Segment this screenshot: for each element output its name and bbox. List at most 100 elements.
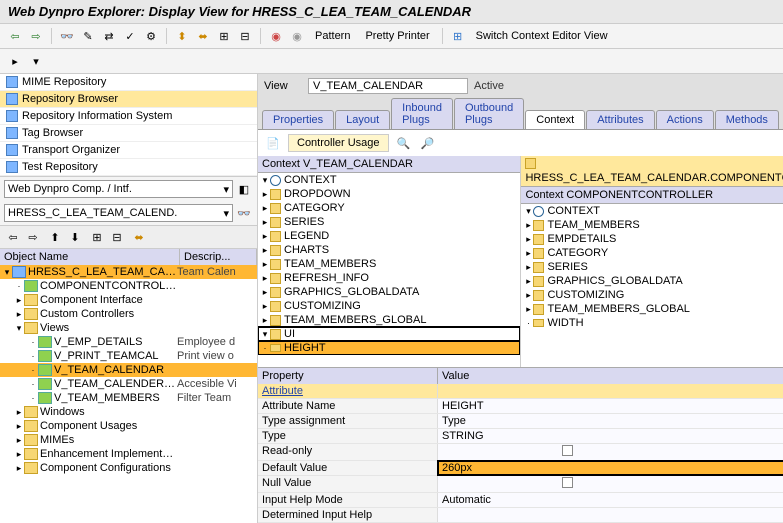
tree-row[interactable]: ·COMPONENTCONTROLLER	[0, 279, 257, 293]
tools-icon[interactable]: ⚙	[142, 27, 160, 45]
hier2-icon[interactable]: ⬌	[194, 27, 212, 45]
expand-icon[interactable]: ·	[260, 341, 270, 355]
expand-icon[interactable]: ▸	[14, 421, 24, 432]
tree-row[interactable]: ▾Views	[0, 321, 257, 335]
forward-icon[interactable]: ⇨	[27, 27, 45, 45]
context-node[interactable]: ▸CHARTS	[258, 243, 520, 257]
expand-icon[interactable]: ▸	[523, 288, 533, 302]
trace-icon[interactable]: ⊟	[236, 27, 254, 45]
expand-icon[interactable]: ▾	[523, 204, 533, 218]
context-node[interactable]: ·HEIGHT	[258, 341, 520, 355]
component-type-dropdown[interactable]: Web Dynpro Comp. / Intf.▾	[4, 180, 233, 198]
context-node[interactable]: ▾CONTEXT	[521, 204, 783, 218]
expand-icon[interactable]: ·	[14, 281, 24, 291]
checkbox[interactable]	[562, 477, 573, 488]
tab-outbound-plugs[interactable]: Outbound Plugs	[454, 98, 524, 129]
tree-row[interactable]: ·V_TEAM_MEMBERSFilter Team	[0, 391, 257, 405]
tree-row[interactable]: ·V_PRINT_TEAMCALPrint view o	[0, 349, 257, 363]
expand-icon[interactable]: ▸	[260, 271, 270, 285]
tree-row[interactable]: ▸Component Interface	[0, 293, 257, 307]
tree-row[interactable]: ▾HRESS_C_LEA_TEAM_CALENDARTeam Calen	[0, 265, 257, 279]
glasses2-icon[interactable]: 👓	[235, 204, 253, 222]
combo-btn-icon[interactable]: ◧	[235, 180, 253, 198]
expand-icon[interactable]: ▸	[14, 449, 24, 460]
tab-actions[interactable]: Actions	[656, 110, 714, 129]
expand-icon[interactable]: ▾	[260, 327, 270, 341]
expand-icon[interactable]: ·	[28, 337, 38, 347]
repo-link[interactable]: Tag Browser	[0, 125, 257, 142]
context-node[interactable]: ▸EMPDETAILS	[521, 232, 783, 246]
expand-icon[interactable]: ▸	[14, 435, 24, 446]
expand-icon[interactable]: ▸	[260, 285, 270, 299]
switch-icon[interactable]: ⊞	[449, 27, 467, 45]
expand-icon[interactable]: ▸	[260, 243, 270, 257]
expand-icon[interactable]: ▸	[523, 218, 533, 232]
context-node[interactable]: ▸CATEGORY	[258, 201, 520, 215]
expand-icon[interactable]: ▸	[523, 302, 533, 316]
context-node[interactable]: ▸TEAM_MEMBERS_GLOBAL	[258, 313, 520, 327]
tree-row[interactable]: ▸Enhancement Implementations	[0, 447, 257, 461]
context-node[interactable]: ▸TEAM_MEMBERS_GLOBAL	[521, 302, 783, 316]
expand-icon[interactable]: ▾	[260, 173, 270, 187]
glasses-icon[interactable]: 👓	[58, 27, 76, 45]
tree-row[interactable]: ▸MIMEs	[0, 433, 257, 447]
pretty-printer-button[interactable]: Pretty Printer	[359, 28, 435, 44]
expand-icon[interactable]: ▸	[260, 201, 270, 215]
expand-icon[interactable]: ▸	[523, 274, 533, 288]
checkbox[interactable]	[562, 445, 573, 456]
expand-icon[interactable]: ▸	[523, 246, 533, 260]
pencil-icon[interactable]: ✎	[79, 27, 97, 45]
expand-icon[interactable]: ▸	[14, 463, 24, 474]
context-node[interactable]: ▸SERIES	[258, 215, 520, 229]
mt-tree-icon[interactable]: ⬌	[130, 228, 148, 246]
context-node[interactable]: ▸GRAPHICS_GLOBALDATA	[258, 285, 520, 299]
mt-disp2-icon[interactable]: ⊟	[108, 228, 126, 246]
find2-icon[interactable]: 🔎	[419, 134, 437, 152]
where-icon[interactable]: ⊞	[215, 27, 233, 45]
context-node[interactable]: ▸CUSTOMIZING	[258, 299, 520, 313]
context-node[interactable]: ▾UI	[258, 327, 520, 341]
mt-back-icon[interactable]: ⇦	[4, 228, 22, 246]
context-node[interactable]: ▸TEAM_MEMBERS	[258, 257, 520, 271]
tab-layout[interactable]: Layout	[335, 110, 390, 129]
tree-row[interactable]: ·V_TEAM_CALENDAR	[0, 363, 257, 377]
expand-icon[interactable]: ·	[523, 316, 533, 330]
expand-icon[interactable]: ▸	[523, 260, 533, 274]
context-node[interactable]: ▸TEAM_MEMBERS	[521, 218, 783, 232]
controller-usage-button[interactable]: Controller Usage	[288, 134, 389, 152]
expand-icon[interactable]: ·	[28, 365, 38, 375]
tree-row[interactable]: ▸Custom Controllers	[0, 307, 257, 321]
context-node[interactable]: ▸GRAPHICS_GLOBALDATA	[521, 274, 783, 288]
expand-icon[interactable]: ·	[28, 393, 38, 403]
context-node[interactable]: ▸CATEGORY	[521, 246, 783, 260]
context-node[interactable]: ▸SERIES	[521, 260, 783, 274]
switch-editor-button[interactable]: Switch Context Editor View	[470, 28, 614, 44]
expand-icon[interactable]: ▸	[14, 295, 24, 306]
repo-link[interactable]: Test Repository	[0, 159, 257, 176]
expand-icon[interactable]: ▸	[260, 257, 270, 271]
context-node[interactable]: ▸DROPDOWN	[258, 187, 520, 201]
tab-methods[interactable]: Methods	[715, 110, 779, 129]
tree-row[interactable]: ▸Component Configurations	[0, 461, 257, 475]
tab-attributes[interactable]: Attributes	[586, 110, 654, 129]
tree-row[interactable]: ▸Component Usages	[0, 419, 257, 433]
tab-inbound-plugs[interactable]: Inbound Plugs	[391, 98, 453, 129]
pattern-button[interactable]: Pattern	[309, 28, 356, 44]
mt-down-icon[interactable]: ⬇	[66, 228, 84, 246]
repo-link[interactable]: Repository Information System	[0, 108, 257, 125]
test2-icon[interactable]: ◉	[288, 27, 306, 45]
expand-icon[interactable]: ▸	[14, 309, 24, 320]
tree-row[interactable]: ·V_EMP_DETAILSEmployee d	[0, 335, 257, 349]
repo-link[interactable]: Repository Browser	[0, 91, 257, 108]
repo-link[interactable]: MIME Repository	[0, 74, 257, 91]
expand-icon[interactable]: ▾	[2, 267, 12, 278]
toggle-icon[interactable]: ⇄	[100, 27, 118, 45]
expand-icon[interactable]: ▾	[14, 323, 24, 334]
hier-icon[interactable]: ⬍	[173, 27, 191, 45]
expand-icon[interactable]: ▸	[6, 52, 24, 70]
expand-icon[interactable]: ▸	[260, 299, 270, 313]
tab-properties[interactable]: Properties	[262, 110, 334, 129]
back-icon[interactable]: ⇦	[6, 27, 24, 45]
expand-icon[interactable]: ▸	[260, 215, 270, 229]
new-icon[interactable]: 📄	[264, 134, 282, 152]
